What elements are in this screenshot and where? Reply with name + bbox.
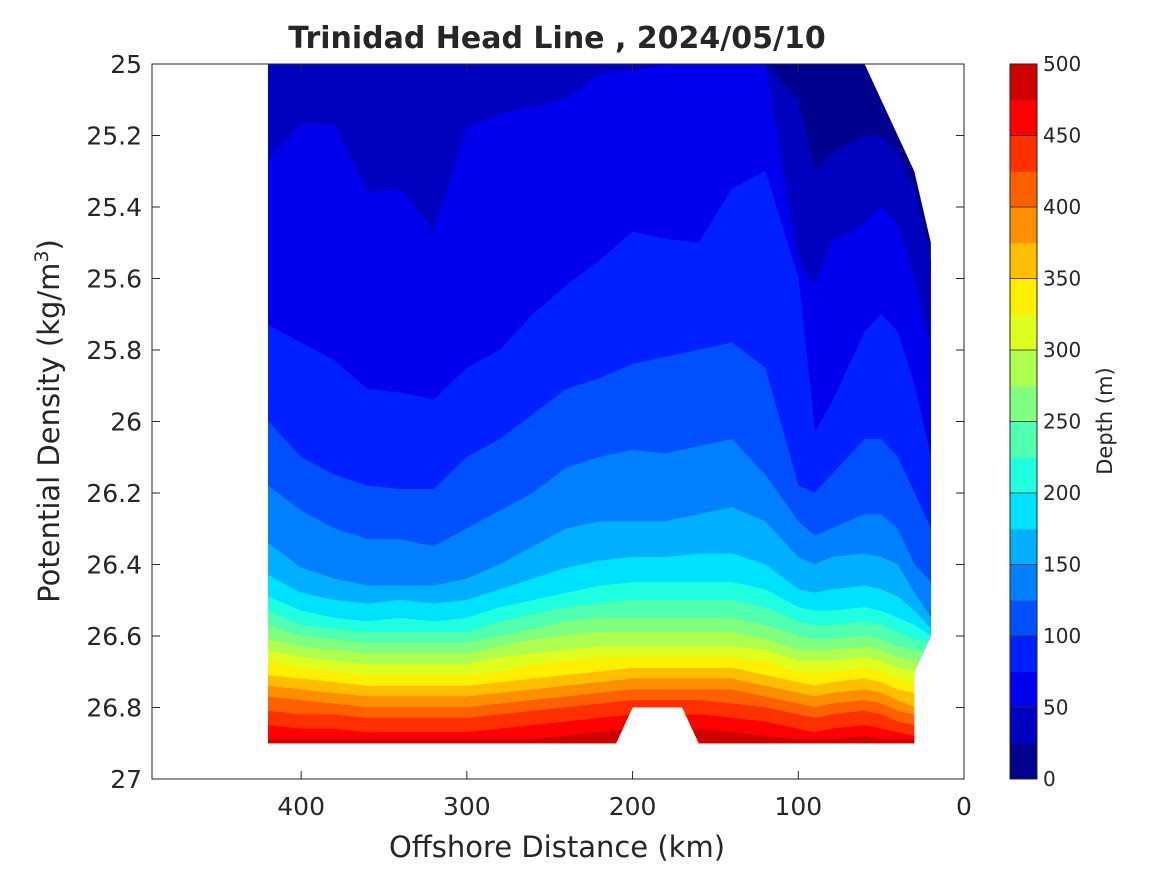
contour-fills bbox=[268, 64, 931, 744]
y-axis: 25 25.2 25.4 25.6 25.8 26 26.2 26.4 26.6 26.8 27 bbox=[86, 50, 964, 794]
x-tick-label: 100 bbox=[774, 792, 822, 821]
colorbar-label: Depth (m) bbox=[1093, 367, 1117, 474]
y-axis-label-superscript: 3 bbox=[31, 250, 53, 262]
colorbar-tick-label: 450 bbox=[1043, 124, 1081, 148]
colorbar-swatch-450 bbox=[1010, 99, 1037, 136]
colorbar-swatch-225 bbox=[1010, 421, 1037, 458]
y-tick-label: 25.4 bbox=[86, 193, 142, 222]
colorbar-tick-label: 300 bbox=[1043, 338, 1081, 362]
colorbar-swatch-200 bbox=[1010, 457, 1037, 494]
colorbar-swatch-150 bbox=[1010, 528, 1037, 565]
colorbar-swatch-475 bbox=[1010, 64, 1037, 101]
x-axis-label: Offshore Distance (km) bbox=[389, 830, 725, 864]
y-tick-label: 26.8 bbox=[86, 694, 142, 723]
x-tick-label: 300 bbox=[443, 792, 491, 821]
colorbar: 0 50 100 150 200 250 300 350 400 450 500 bbox=[1009, 52, 1081, 791]
colorbar-tick-label: 250 bbox=[1043, 410, 1081, 434]
y-tick-label: 26.4 bbox=[86, 551, 142, 580]
colorbar-tick-label: 150 bbox=[1043, 553, 1081, 577]
colorbar-swatch-75 bbox=[1010, 636, 1037, 673]
colorbar-tick-label: 400 bbox=[1043, 195, 1081, 219]
y-tick-label: 27 bbox=[110, 765, 142, 794]
colorbar-swatch-100 bbox=[1010, 600, 1037, 637]
y-axis-label-suffix: ) bbox=[32, 239, 66, 250]
y-tick-label: 26.2 bbox=[86, 479, 142, 508]
y-tick-label: 26 bbox=[110, 408, 142, 437]
colorbar-swatch-0 bbox=[1010, 743, 1037, 780]
colorbar-swatch-275 bbox=[1010, 350, 1037, 387]
colorbar-swatch-300 bbox=[1010, 314, 1037, 351]
colorbar-swatch-175 bbox=[1010, 493, 1037, 530]
colorbar-tick-label: 350 bbox=[1043, 267, 1081, 291]
colorbar-swatch-325 bbox=[1010, 278, 1037, 315]
colorbar-swatch-50 bbox=[1010, 671, 1037, 708]
colorbar-tick-label: 0 bbox=[1043, 767, 1056, 791]
x-axis: 400 300 200 100 0 bbox=[277, 64, 972, 821]
colorbar-swatch-425 bbox=[1010, 135, 1037, 172]
colorbar-tick-label: 200 bbox=[1043, 481, 1081, 505]
x-tick-label: 200 bbox=[609, 792, 657, 821]
colorbar-swatch-400 bbox=[1010, 171, 1037, 208]
colorbar-swatch-250 bbox=[1010, 385, 1037, 422]
colorbar-swatch-350 bbox=[1010, 242, 1037, 279]
y-tick-label: 25.2 bbox=[86, 122, 142, 151]
colorbar-swatch-125 bbox=[1010, 564, 1037, 601]
y-axis-label: Potential Density (kg/m3) bbox=[31, 239, 66, 603]
y-tick-label: 26.6 bbox=[86, 622, 142, 651]
colorbar-tick-label: 500 bbox=[1043, 52, 1081, 76]
colorbar-swatch-375 bbox=[1010, 207, 1037, 244]
x-tick-label: 400 bbox=[277, 792, 325, 821]
chart-title: Trinidad Head Line , 2024/05/10 bbox=[288, 21, 825, 56]
colorbar-tick-label: 50 bbox=[1043, 696, 1068, 720]
y-tick-label: 25 bbox=[110, 50, 142, 79]
y-axis-label-prefix: Potential Density (kg/m bbox=[32, 263, 66, 603]
x-tick-label: 0 bbox=[956, 792, 972, 821]
y-tick-label: 25.6 bbox=[86, 265, 142, 294]
colorbar-tick-label: 100 bbox=[1043, 624, 1081, 648]
y-tick-label: 25.8 bbox=[86, 336, 142, 365]
colorbar-swatch-25 bbox=[1010, 707, 1037, 744]
